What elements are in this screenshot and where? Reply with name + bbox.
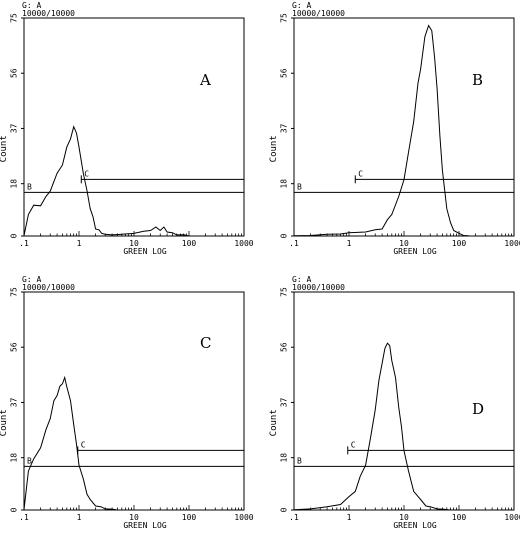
y-tick-label: 18 xyxy=(280,453,289,463)
marker-label-c: C xyxy=(84,169,89,178)
panel-letter: A xyxy=(199,71,211,89)
y-tick-label: 18 xyxy=(280,179,289,189)
y-tick-label: 56 xyxy=(280,68,289,78)
y-tick-label: 75 xyxy=(10,287,19,297)
y-tick-label: 56 xyxy=(10,68,19,78)
histogram-trace xyxy=(23,375,118,511)
y-tick-label: 37 xyxy=(10,397,19,407)
x-tick-label: 10 xyxy=(399,513,409,522)
x-tick-label: 1000 xyxy=(234,239,253,248)
x-tick-label: .1 xyxy=(289,239,299,248)
x-tick-label: 1 xyxy=(77,513,82,522)
x-tick-label: 100 xyxy=(452,513,467,522)
marker-label-b: B xyxy=(27,182,32,191)
x-axis-label: GREEN LOG xyxy=(393,247,437,256)
event-count: 10000/10000 xyxy=(292,283,345,292)
x-tick-label: 1 xyxy=(347,513,352,522)
y-tick-label: 0 xyxy=(280,507,289,512)
x-axis-label: GREEN LOG xyxy=(123,521,167,530)
y-tick-label: 0 xyxy=(280,233,289,238)
y-axis-label: Count xyxy=(0,135,9,162)
x-tick-label: 100 xyxy=(182,239,197,248)
y-tick-label: 0 xyxy=(10,507,19,512)
panel-letter: C xyxy=(200,334,211,352)
marker-label-c: C xyxy=(81,440,86,449)
event-count: 10000/10000 xyxy=(292,9,345,18)
event-count: 10000/10000 xyxy=(22,9,75,18)
marker-label-b: B xyxy=(297,456,302,465)
x-tick-label: .1 xyxy=(19,513,29,522)
gate-label: G: A xyxy=(22,1,41,10)
y-tick-label: 37 xyxy=(10,123,19,133)
x-tick-label: 10 xyxy=(399,239,409,248)
y-tick-label: 0 xyxy=(10,233,19,238)
marker-label-b: B xyxy=(297,182,302,191)
y-axis-label: Count xyxy=(269,409,279,436)
y-tick-label: 37 xyxy=(280,123,289,133)
x-tick-label: .1 xyxy=(289,513,299,522)
marker-label-b: B xyxy=(27,456,32,465)
y-axis-label: Count xyxy=(269,135,279,162)
plot-frame xyxy=(293,17,515,237)
x-tick-label: 1000 xyxy=(234,513,253,522)
x-tick-label: 100 xyxy=(182,513,197,522)
gate-label: G: A xyxy=(292,1,311,10)
histogram-trace xyxy=(293,342,451,511)
histogram-trace xyxy=(293,24,469,237)
y-tick-label: 75 xyxy=(280,13,289,23)
x-axis-label: GREEN LOG xyxy=(123,247,167,256)
x-tick-label: .1 xyxy=(19,239,29,248)
plot-frame xyxy=(23,17,245,237)
x-tick-label: 1000 xyxy=(504,239,520,248)
y-tick-label: 75 xyxy=(10,13,19,23)
x-tick-label: 100 xyxy=(452,239,467,248)
x-tick-label: 1 xyxy=(77,239,82,248)
y-tick-label: 56 xyxy=(10,342,19,352)
gate-label: G: A xyxy=(292,275,311,284)
y-tick-label: 18 xyxy=(10,453,19,463)
gate-label: G: A xyxy=(22,275,41,284)
x-axis-label: GREEN LOG xyxy=(393,521,437,530)
x-tick-label: 10 xyxy=(129,513,139,522)
y-tick-label: 18 xyxy=(10,179,19,189)
y-tick-label: 37 xyxy=(280,397,289,407)
marker-label-c: C xyxy=(351,440,356,449)
panel-letter: D xyxy=(472,400,484,418)
panel-letter: B xyxy=(472,71,483,89)
y-axis-label: Count xyxy=(0,409,9,436)
event-count: 10000/10000 xyxy=(22,283,75,292)
histogram-trace xyxy=(23,125,190,237)
plot-frame xyxy=(23,291,245,511)
y-tick-label: 56 xyxy=(280,342,289,352)
x-tick-label: 1 xyxy=(347,239,352,248)
x-tick-label: 10 xyxy=(129,239,139,248)
y-tick-label: 75 xyxy=(280,287,289,297)
x-tick-label: 1000 xyxy=(504,513,520,522)
marker-label-c: C xyxy=(358,169,363,178)
